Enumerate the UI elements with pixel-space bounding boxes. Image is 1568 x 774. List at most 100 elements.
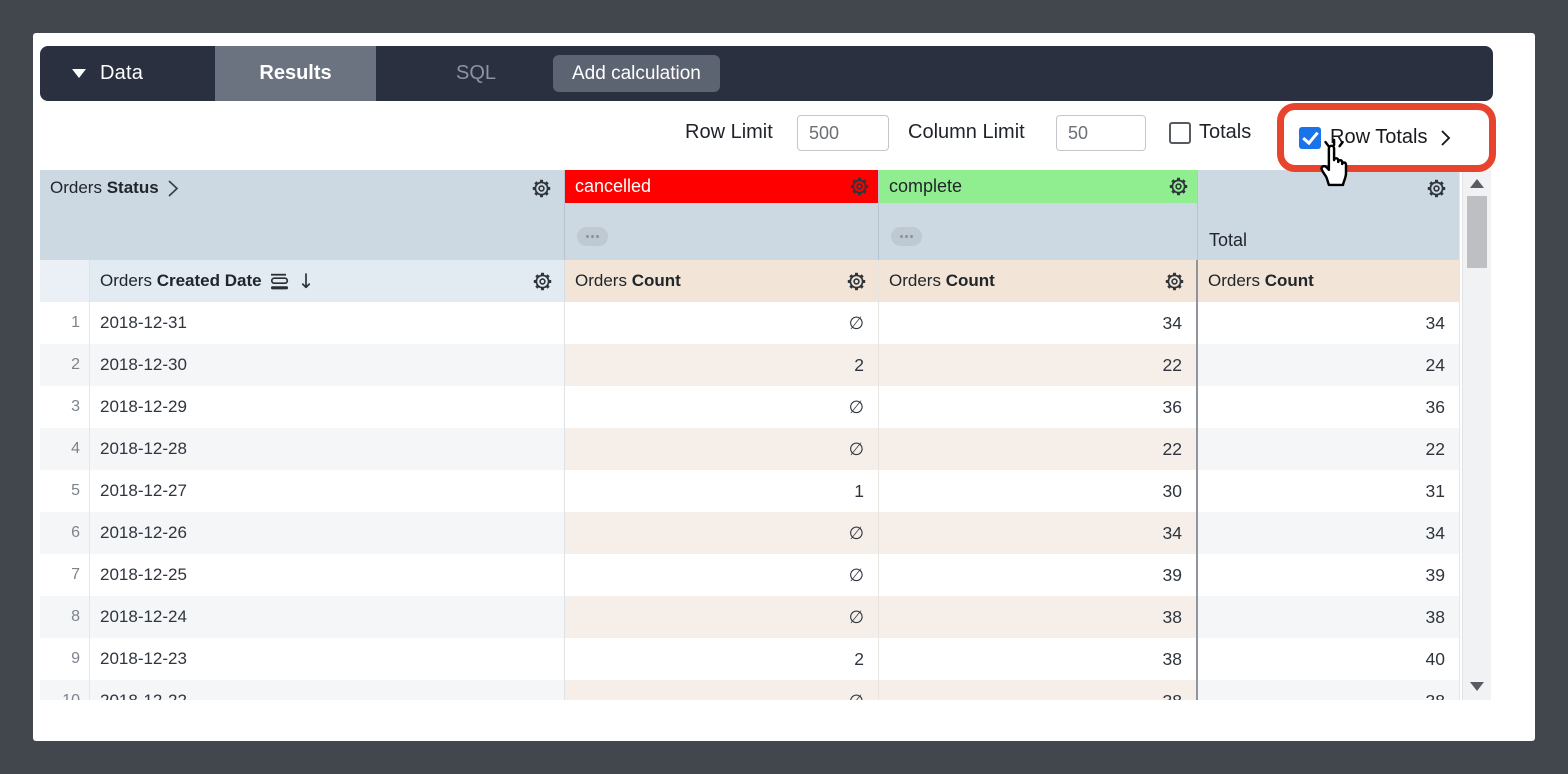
annotation-highlight-box: Row Totals (1277, 103, 1496, 172)
cancelled-count-cell[interactable]: ∅ (565, 302, 879, 344)
date-cell[interactable]: 2018-12-22 (90, 680, 565, 700)
column-limit-input[interactable] (1056, 115, 1146, 151)
gear-icon[interactable] (1163, 270, 1186, 293)
gear-icon[interactable] (845, 270, 868, 293)
complete-count-cell[interactable]: 38 (879, 596, 1198, 638)
gear-icon[interactable] (531, 270, 554, 293)
total-count-cell[interactable]: 24 (1198, 344, 1460, 386)
cancelled-count-cell[interactable]: 2 (565, 638, 879, 680)
complete-count-cell[interactable]: 22 (879, 344, 1198, 386)
row-number: 3 (40, 386, 90, 428)
total-count-cell[interactable]: 31 (1198, 470, 1460, 512)
data-section-toggle[interactable]: Data (40, 46, 215, 101)
row-number: 10 (40, 680, 90, 700)
complete-count-cell[interactable]: 38 (879, 638, 1198, 680)
gear-icon[interactable] (530, 177, 553, 200)
complete-count-cell[interactable]: 34 (879, 302, 1198, 344)
cancelled-count-cell[interactable]: ∅ (565, 428, 879, 470)
complete-count-cell[interactable]: 36 (879, 386, 1198, 428)
gear-icon[interactable] (1425, 177, 1448, 200)
date-cell[interactable]: 2018-12-28 (90, 428, 565, 470)
subtotal-icon (270, 273, 288, 289)
table-row[interactable]: 5 2018-12-27 1 30 31 (40, 470, 1460, 512)
ellipsis-menu-button[interactable] (891, 227, 922, 246)
total-count-cell[interactable]: 38 (1198, 596, 1460, 638)
table-row[interactable]: 8 2018-12-24 ∅ 38 38 (40, 596, 1460, 638)
field-name: Orders Count (889, 271, 995, 290)
orders-count-header[interactable]: Orders Count (1198, 260, 1460, 302)
row-totals-checkbox[interactable] (1299, 126, 1321, 149)
table-row[interactable]: 2 2018-12-30 2 22 24 (40, 344, 1460, 386)
table-row[interactable]: 1 2018-12-31 ∅ 34 34 (40, 302, 1460, 344)
total-count-cell[interactable]: 39 (1198, 554, 1460, 596)
total-count-cell[interactable]: 36 (1198, 386, 1460, 428)
pivot-value-label: complete (889, 176, 963, 196)
total-count-cell[interactable]: 34 (1198, 512, 1460, 554)
complete-count-cell[interactable]: 34 (879, 512, 1198, 554)
chevron-right-icon[interactable] (1440, 129, 1452, 147)
tab-sql[interactable]: SQL (455, 62, 497, 84)
date-cell[interactable]: 2018-12-29 (90, 386, 565, 428)
total-count-cell[interactable]: 22 (1198, 428, 1460, 470)
cancelled-count-cell[interactable]: 1 (565, 470, 879, 512)
totals-label: Totals (1199, 121, 1252, 143)
date-cell[interactable]: 2018-12-31 (90, 302, 565, 344)
vertical-scrollbar[interactable] (1462, 170, 1491, 700)
pivot-header-row: Orders Status cancelled complete (40, 170, 1460, 260)
complete-count-cell[interactable]: 22 (879, 428, 1198, 470)
gear-icon[interactable] (848, 175, 871, 198)
row-number: 1 (40, 302, 90, 344)
cancelled-count-cell[interactable]: ∅ (565, 596, 879, 638)
results-table: Orders Status cancelled complete (40, 170, 1460, 700)
scrollbar-thumb[interactable] (1467, 196, 1487, 268)
table-row[interactable]: 3 2018-12-29 ∅ 36 36 (40, 386, 1460, 428)
cancelled-count-cell[interactable]: ∅ (565, 386, 879, 428)
table-row[interactable]: 6 2018-12-26 ∅ 34 34 (40, 512, 1460, 554)
cancelled-count-cell[interactable]: 2 (565, 344, 879, 386)
complete-count-cell[interactable]: 39 (879, 554, 1198, 596)
cancelled-count-cell[interactable]: ∅ (565, 680, 879, 700)
complete-count-cell[interactable]: 30 (879, 470, 1198, 512)
total-count-cell[interactable]: 34 (1198, 302, 1460, 344)
ellipsis-menu-button[interactable] (577, 227, 608, 246)
add-calculation-button[interactable]: Add calculation (553, 55, 720, 92)
scroll-down-icon[interactable] (1470, 682, 1484, 691)
pivot-dimension-header[interactable]: Orders Status (40, 170, 565, 260)
table-row[interactable]: 7 2018-12-25 ∅ 39 39 (40, 554, 1460, 596)
totals-checkbox[interactable] (1169, 122, 1191, 144)
date-cell[interactable]: 2018-12-23 (90, 638, 565, 680)
total-count-cell[interactable]: 38 (1198, 680, 1460, 700)
orders-count-header[interactable]: Orders Count (565, 260, 879, 302)
table-row[interactable]: 9 2018-12-23 2 38 40 (40, 638, 1460, 680)
date-cell[interactable]: 2018-12-27 (90, 470, 565, 512)
row-number: 8 (40, 596, 90, 638)
pivot-value-complete: complete (879, 170, 1198, 260)
created-date-header[interactable]: Orders Created Date ↓ (90, 260, 565, 302)
complete-count-cell[interactable]: 38 (879, 680, 1198, 700)
table-row[interactable]: 10 2018-12-22 ∅ 38 38 (40, 680, 1460, 700)
gear-icon[interactable] (1167, 175, 1190, 198)
tab-results[interactable]: Results (215, 46, 376, 101)
cancelled-count-cell[interactable]: ∅ (565, 512, 879, 554)
row-limit-input[interactable] (797, 115, 889, 151)
scroll-up-icon[interactable] (1470, 179, 1484, 188)
row-limit-label: Row Limit (685, 121, 773, 143)
row-number: 4 (40, 428, 90, 470)
orders-count-header[interactable]: Orders Count (879, 260, 1198, 302)
date-cell[interactable]: 2018-12-30 (90, 344, 565, 386)
date-cell[interactable]: 2018-12-26 (90, 512, 565, 554)
row-totals-label: Row Totals (1330, 126, 1428, 148)
row-number: 5 (40, 470, 90, 512)
row-number-header (40, 260, 90, 302)
total-count-cell[interactable]: 40 (1198, 638, 1460, 680)
cancelled-count-cell[interactable]: ∅ (565, 554, 879, 596)
column-limit-label: Column Limit (908, 121, 1025, 143)
date-cell[interactable]: 2018-12-25 (90, 554, 565, 596)
row-number: 6 (40, 512, 90, 554)
chevron-right-icon (168, 179, 178, 197)
field-name: Orders Created Date (100, 271, 262, 290)
table-row[interactable]: 4 2018-12-28 ∅ 22 22 (40, 428, 1460, 470)
caret-down-icon (72, 69, 86, 78)
row-number: 2 (40, 344, 90, 386)
date-cell[interactable]: 2018-12-24 (90, 596, 565, 638)
